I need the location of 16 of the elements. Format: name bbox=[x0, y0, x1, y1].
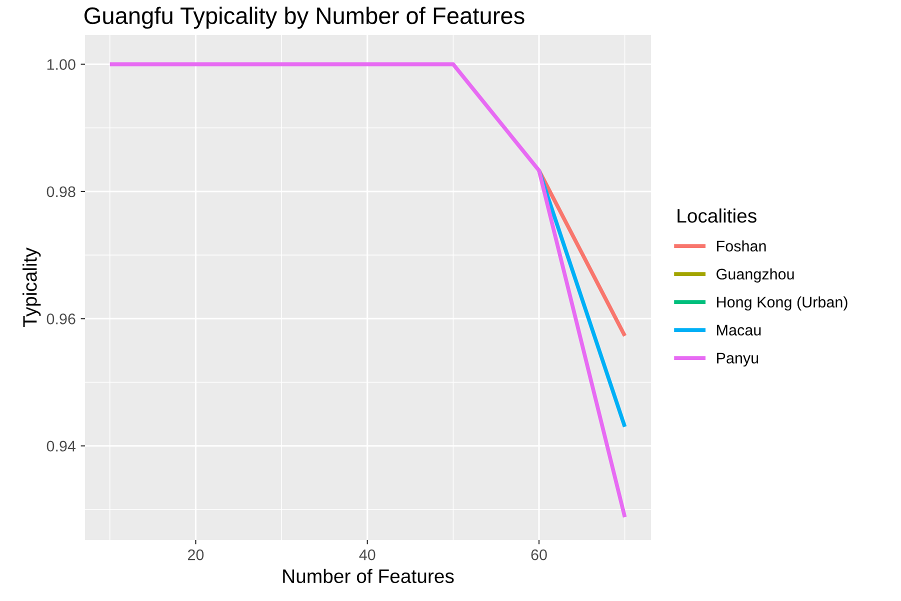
chart-title: Guangfu Typicality by Number of Features bbox=[84, 6, 524, 29]
legend-label: Foshan bbox=[717, 240, 766, 252]
x-tick-label: 20 bbox=[188, 549, 204, 560]
legend-title: Localities bbox=[678, 208, 756, 223]
legend-label: Macau bbox=[717, 324, 761, 336]
legend-label: Guangzhou bbox=[716, 268, 794, 283]
y-tick-label: 0.94 bbox=[46, 440, 76, 452]
x-axis-title: Number of Features bbox=[283, 568, 454, 584]
x-tick-label: 40 bbox=[359, 549, 376, 560]
y-tick-label: 0.96 bbox=[46, 314, 76, 324]
y-tick-label: 0.98 bbox=[46, 186, 76, 198]
legend-label: Panyu bbox=[717, 352, 758, 367]
y-tick-label: 1.00 bbox=[47, 59, 76, 70]
x-tick-label: 60 bbox=[531, 549, 547, 560]
y-axis-title: Typicality bbox=[22, 248, 41, 328]
legend-label: Hong Kong (Urban) bbox=[717, 296, 848, 311]
